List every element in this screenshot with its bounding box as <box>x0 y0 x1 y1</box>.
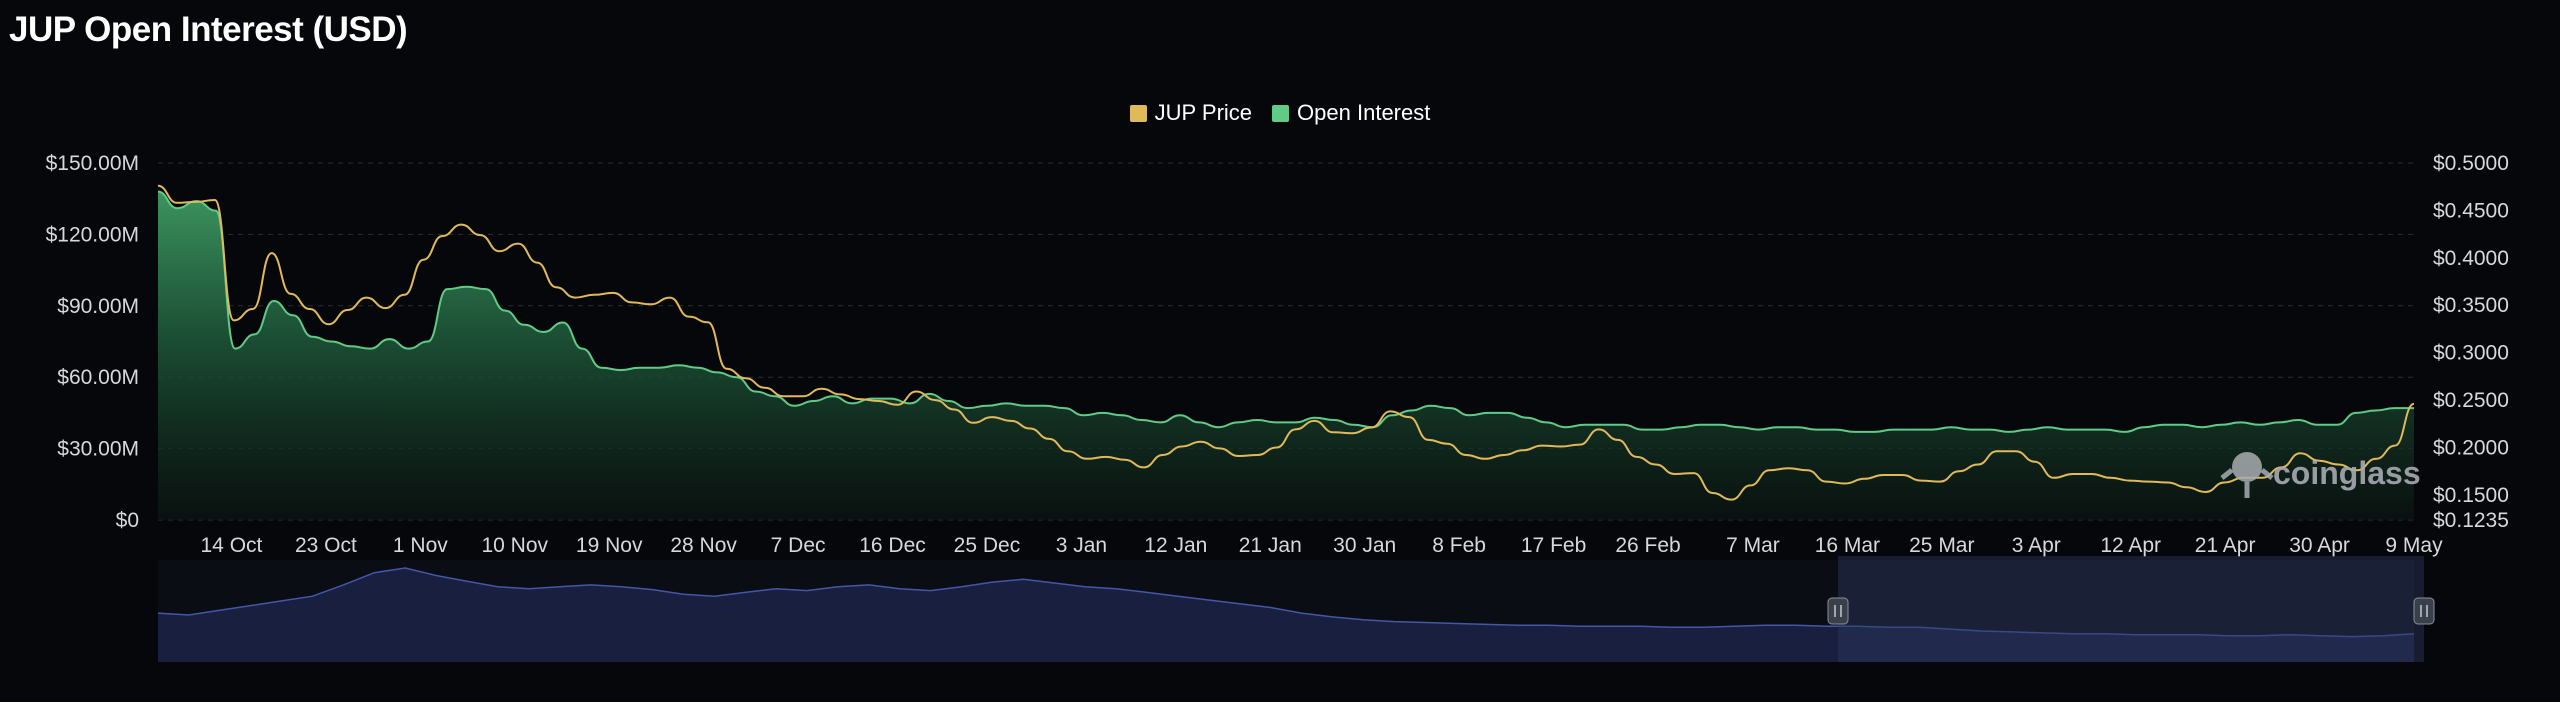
x-tick-label: 16 Mar <box>1815 534 1880 557</box>
x-tick-label: 26 Feb <box>1615 534 1680 557</box>
navigator-area <box>158 568 2414 662</box>
y-left-tick-label: $0 <box>116 509 139 532</box>
x-tick-label: 30 Jan <box>1333 534 1396 557</box>
x-tick-label: 23 Oct <box>295 534 357 557</box>
x-tick-label: 1 Nov <box>393 534 448 557</box>
navigator-handle-right <box>2413 597 2435 625</box>
legend-label-open-interest: Open Interest <box>1297 100 1431 125</box>
grid-lines <box>158 162 2414 521</box>
x-tick-label: 17 Feb <box>1521 534 1586 557</box>
y-left-tick-label: $90.00M <box>57 295 139 318</box>
x-tick-label: 14 Oct <box>201 534 263 557</box>
y-left-tick-label: $150.00M <box>46 152 139 175</box>
open-interest-area <box>158 191 2414 520</box>
y-right-tick-label: $0.5000 <box>2433 152 2509 175</box>
x-tick-label: 21 Jan <box>1239 534 1302 557</box>
y-right-tick-label: $0.1235 <box>2433 509 2509 532</box>
x-tick-label: 7 Dec <box>771 534 826 557</box>
x-tick-label: 3 Jan <box>1056 534 1107 557</box>
legend-swatch-price <box>1129 104 1147 122</box>
x-tick-label: 28 Nov <box>670 534 737 557</box>
chart-title: JUP Open Interest (USD) <box>9 10 408 49</box>
x-tick-label: 30 Apr <box>2289 534 2350 557</box>
y-right-tick-label: $0.3000 <box>2433 342 2509 365</box>
x-tick-label: 8 Feb <box>1432 534 1486 557</box>
watermark-text: coinglass <box>2273 455 2421 491</box>
y-left-tick-label: $60.00M <box>57 366 139 389</box>
y-left-tick-label: $120.00M <box>46 223 139 246</box>
x-tick-label: 10 Nov <box>481 534 548 557</box>
x-tick-label: 7 Mar <box>1726 534 1780 557</box>
legend-swatch-open-interest <box>1272 104 1290 122</box>
y-right-tick-label: $0.4500 <box>2433 199 2509 222</box>
x-axis: 14 Oct 23 Oct 1 Nov 10 Nov 19 Nov 28 Nov 7 Dec… <box>201 534 2444 557</box>
y-axis-right: $0.5000 $0.4500 $0.4000 $0.3500 $0.3000 $0.25… <box>2433 152 2509 532</box>
coinglass-logo-legs <box>2220 468 2274 498</box>
legend-item-price[interactable]: JUP Price <box>1129 100 1253 126</box>
x-tick-label: 19 Nov <box>576 534 643 557</box>
y-axis-left: $150.00M $120.00M $90.00M $60.00M $30.00M $0 <box>46 152 139 532</box>
open-interest-line <box>157 190 2414 433</box>
navigator-line <box>157 567 2415 638</box>
navigator-track <box>158 560 2414 662</box>
x-tick-label: 12 Apr <box>2100 534 2161 557</box>
legend-label-price: JUP Price <box>1154 100 1253 125</box>
watermark: coinglass <box>2220 452 2421 498</box>
legend-item-open-interest[interactable]: Open Interest <box>1272 100 1430 126</box>
chart-legend: JUP Price Open Interest <box>0 100 2560 126</box>
x-tick-label: 21 Apr <box>2195 534 2256 557</box>
series-layer <box>157 184 2415 520</box>
navigator-handle-left <box>1827 597 1849 625</box>
x-tick-label: 12 Jan <box>1144 534 1207 557</box>
navigator[interactable] <box>157 556 2435 662</box>
x-tick-label: 9 May <box>2385 534 2443 557</box>
y-right-tick-label: $0.2500 <box>2433 389 2509 412</box>
y-left-tick-label: $30.00M <box>57 438 139 461</box>
y-right-tick-label: $0.2000 <box>2433 436 2509 459</box>
x-tick-label: 16 Dec <box>859 534 926 557</box>
navigator-selection <box>1838 556 2424 662</box>
x-tick-label: 3 Apr <box>2012 534 2061 557</box>
x-tick-label: 25 Dec <box>954 534 1021 557</box>
y-right-tick-label: $0.1500 <box>2433 484 2509 507</box>
y-right-tick-label: $0.3500 <box>2433 294 2509 317</box>
price-line <box>157 184 2415 501</box>
y-right-tick-label: $0.4000 <box>2433 247 2509 270</box>
coinglass-logo-icon <box>2232 452 2262 482</box>
x-tick-label: 25 Mar <box>1909 534 1974 557</box>
